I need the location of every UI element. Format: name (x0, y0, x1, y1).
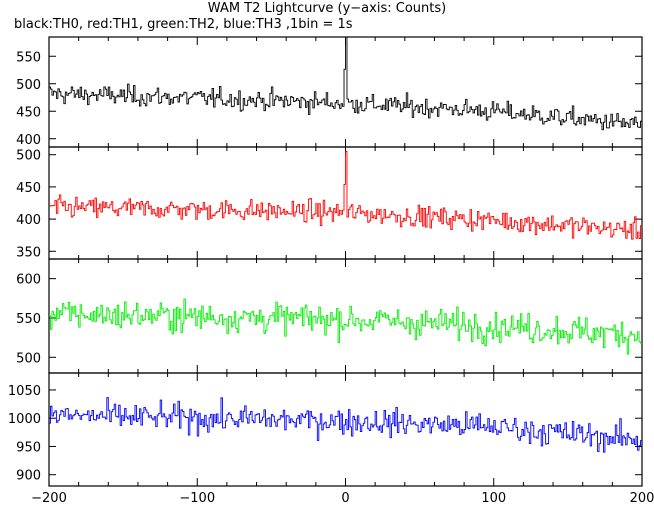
x-tick-label: 200 (630, 491, 654, 505)
y-tick-label: 550 (16, 50, 41, 65)
series-line-th3 (49, 397, 642, 453)
y-tick-label: 450 (16, 105, 41, 120)
y-tick-label: 600 (16, 273, 41, 288)
x-tick-label: −100 (179, 491, 215, 505)
panel-frame-th3 (48, 372, 643, 487)
chart-subtitle: black:TH0, red:TH1, green:TH2, blue:TH3 … (14, 17, 353, 32)
y-tick-label: 400 (16, 213, 41, 228)
y-tick-label: 500 (16, 351, 41, 366)
x-tick-label: 0 (341, 491, 349, 505)
series-line-th0 (49, 37, 642, 131)
x-tick-label: 100 (481, 491, 506, 505)
y-tick-label: 500 (16, 149, 41, 164)
y-tick-label: 400 (16, 133, 41, 148)
x-tick-label: −200 (31, 491, 67, 505)
y-tick-label: 1050 (8, 384, 41, 399)
y-tick-label: 950 (16, 440, 41, 455)
y-tick-label: 500 (16, 78, 41, 93)
series-line-th2 (49, 298, 642, 355)
y-tick-label: 350 (16, 245, 41, 260)
y-tick-label: 450 (16, 181, 41, 196)
y-tick-label: 550 (16, 312, 41, 327)
chart-title: WAM T2 Lightcurve (y−axis: Counts) (207, 1, 447, 16)
y-tick-label: 1000 (8, 412, 41, 427)
y-tick-label: 900 (16, 469, 41, 484)
series-line-th1 (49, 151, 642, 240)
